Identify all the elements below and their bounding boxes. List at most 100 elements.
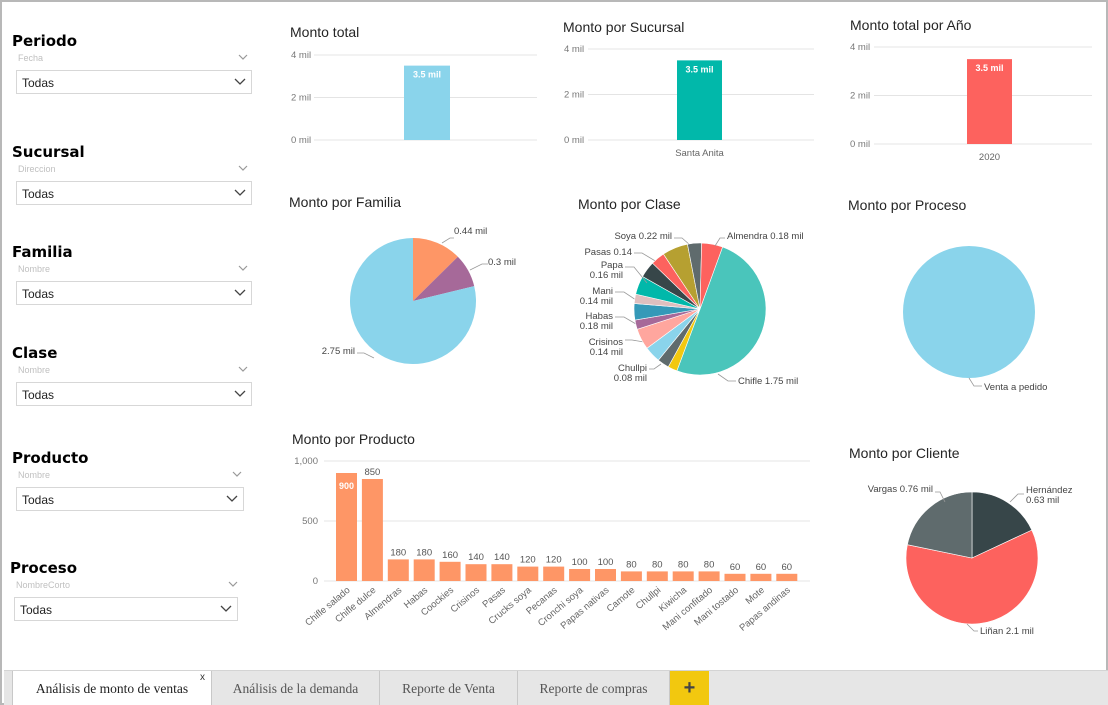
y-tick-label: 2 mil [291, 93, 311, 104]
bar [543, 566, 565, 581]
visual-title-monto-proceso: Monto por Proceso [848, 197, 967, 213]
slicer-field-label: Nombre [18, 264, 51, 274]
leader-line [649, 363, 662, 370]
bar [491, 564, 513, 581]
pie-slice [905, 529, 1039, 625]
slicer-periodo: Periodo Fecha Todas [10, 32, 255, 102]
slicer-dropdown[interactable]: Todas [16, 281, 252, 305]
chevron-down-icon[interactable] [237, 163, 249, 173]
slice-label: 0.3 mil [488, 257, 516, 268]
pie-slice [676, 246, 767, 376]
data-label: 140 [468, 552, 484, 563]
chevron-down-icon[interactable] [237, 364, 249, 374]
visual-title-monto-anio: Monto total por Año [850, 17, 972, 33]
chevron-down-icon [234, 390, 246, 397]
slicer-dropdown[interactable]: Todas [16, 70, 252, 94]
chevron-down-icon[interactable] [237, 52, 249, 62]
slicer-sucursal: Sucursal Direccion Todas [10, 143, 255, 213]
bar [620, 571, 642, 581]
slice-value-label: 0.14 mil [590, 347, 623, 358]
tab-label: Análisis de la demanda [232, 681, 359, 696]
close-icon[interactable]: x [200, 672, 205, 683]
slicer-dropdown[interactable]: Todas [14, 597, 238, 621]
slicer-value: Todas [22, 76, 55, 90]
visual-title-monto-familia: Monto por Familia [289, 194, 402, 210]
slicer-title: Familia [12, 243, 73, 261]
data-label: 80 [678, 559, 689, 570]
tab-reporte-compras[interactable]: Reporte de compras [518, 671, 670, 705]
y-tick-label: 4 mil [850, 42, 870, 53]
leader-line [966, 623, 978, 632]
data-label: 180 [416, 547, 432, 558]
data-label: 3.5 mil [413, 70, 441, 80]
y-tick-label: 2 mil [850, 91, 870, 102]
leader-line [674, 237, 691, 246]
y-tick-label: 0 [313, 576, 318, 587]
pie-slice [413, 256, 475, 301]
data-label: 900 [339, 481, 354, 491]
slicer-field-label: NombreCorto [16, 580, 71, 590]
chevron-down-icon[interactable] [237, 263, 249, 273]
data-label: 120 [546, 555, 562, 566]
pie-slice [903, 246, 1035, 378]
slice-label: Liñan 2.1 mil [980, 626, 1034, 637]
bar [967, 59, 1012, 144]
chevron-down-icon [234, 189, 246, 196]
y-tick-label: 500 [302, 516, 318, 527]
y-tick-label: 0 mil [850, 139, 870, 150]
y-tick-label: 0 mil [291, 135, 311, 146]
slice-label: Chifle 1.75 mil [738, 376, 798, 387]
y-tick-label: 2 mil [564, 90, 584, 101]
leader-line [625, 339, 645, 343]
slicer-dropdown[interactable]: Todas [16, 181, 252, 205]
slice-label: Mani [592, 286, 613, 297]
visual-title-monto-clase: Monto por Clase [578, 196, 681, 212]
slice-value-label: 0.08 mil [614, 373, 647, 384]
slice-label: Habas [586, 311, 614, 322]
slicer-field-label: Fecha [18, 53, 44, 63]
y-tick-label: 0 mil [564, 135, 584, 146]
slice-label: Crisinos [589, 337, 624, 348]
tab-label: Reporte de Venta [402, 681, 495, 696]
slicer-field-label: Direccion [18, 164, 56, 174]
leader-line [717, 373, 736, 382]
page-tabs: Análisis de monto de ventas x Análisis d… [4, 670, 1108, 705]
bar [595, 569, 616, 581]
slice-value-label: 0.63 mil [1026, 495, 1059, 506]
tab-analisis-demanda[interactable]: Análisis de la demanda [212, 671, 380, 705]
data-label: 60 [756, 562, 767, 573]
leader-line [357, 352, 375, 359]
bar [646, 571, 668, 581]
bar [439, 561, 461, 581]
slice-value-label: 0.18 mil [580, 321, 613, 332]
slicer-field-label: Nombre [18, 365, 51, 375]
slice-label: Venta a pedido [984, 382, 1047, 393]
bar [517, 566, 539, 581]
chevron-down-icon[interactable] [231, 469, 243, 479]
slicer-title: Producto [12, 449, 89, 467]
data-label: 80 [652, 559, 663, 570]
chevron-down-icon[interactable] [227, 579, 239, 589]
slice-value-label: 0.14 mil [580, 296, 613, 307]
x-tick-label: Camote [605, 585, 638, 615]
slicer-dropdown[interactable]: Todas [16, 382, 252, 406]
slicer-dropdown[interactable]: Todas [16, 487, 244, 511]
pie-slice [350, 238, 476, 365]
leader-line [714, 237, 725, 247]
tab-analisis-monto[interactable]: Análisis de monto de ventas x [12, 671, 212, 705]
data-label: 850 [364, 467, 380, 478]
chevron-down-icon [234, 78, 246, 85]
slicer-producto: Producto Nombre Todas [10, 449, 255, 519]
data-label: 80 [626, 559, 637, 570]
y-tick-label: 4 mil [291, 50, 311, 61]
slicer-value: Todas [22, 493, 55, 507]
data-label: 3.5 mil [975, 63, 1003, 73]
add-page-button[interactable]: + [670, 671, 709, 705]
visual-title-monto-cliente: Monto por Cliente [849, 445, 960, 461]
x-tick-label: 2020 [979, 152, 1000, 163]
chevron-down-icon [220, 605, 232, 612]
data-label: 180 [390, 547, 406, 558]
tab-reporte-venta[interactable]: Reporte de Venta [380, 671, 518, 705]
data-label: 140 [494, 552, 510, 563]
